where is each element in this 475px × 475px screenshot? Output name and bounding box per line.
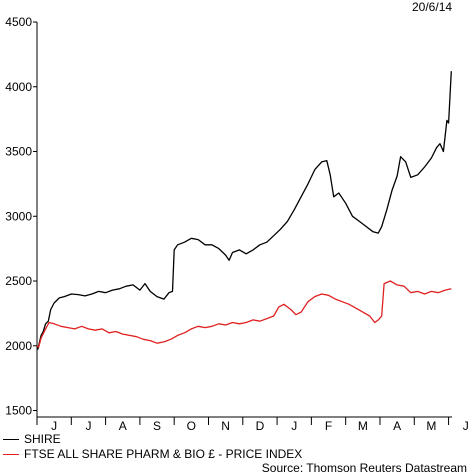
y-tick-label: 1500 [5, 404, 32, 418]
x-tick-label: O [187, 419, 196, 433]
y-tick-label: 3500 [5, 145, 32, 159]
series-line-1 [36, 280, 452, 348]
chart-date-label: 20/6/14 [412, 0, 452, 14]
legend-label-shire: SHIRE [24, 432, 61, 446]
series-lines [36, 71, 452, 350]
x-tick-label: J [463, 419, 469, 433]
y-tick-label: 2500 [5, 274, 32, 288]
x-tick-label: M [426, 419, 436, 433]
source-note: Source: Thomson Reuters Datastream [261, 461, 467, 475]
y-tick-label: 3000 [5, 209, 32, 223]
x-tick-label: N [221, 419, 230, 433]
legend-label-ftse: FTSE ALL SHARE PHARM & BIO £ - PRICE IND… [24, 447, 303, 461]
legend-swatch-shire [3, 439, 19, 440]
x-tick-label: D [256, 419, 265, 433]
x-tick-label: A [393, 419, 401, 433]
x-tick-label: M [358, 419, 368, 433]
x-tick-label: A [119, 419, 127, 433]
y-tick-label: 4000 [5, 80, 32, 94]
x-tick-label: J [85, 419, 91, 433]
y-tick-label: 4500 [5, 15, 32, 29]
y-axis: 1500 2000 2500 3000 3500 4000 4500 [5, 15, 38, 418]
x-tick-label: J [291, 419, 297, 433]
series-line-0 [36, 71, 452, 350]
x-tick-label: J [51, 419, 57, 433]
legend-swatch-ftse [3, 454, 19, 455]
x-tick-label: S [153, 419, 161, 433]
legend-item-shire: SHIRE [0, 432, 475, 446]
y-tick-label: 2000 [5, 339, 32, 353]
legend-item-ftse: FTSE ALL SHARE PHARM & BIO £ - PRICE IND… [0, 447, 475, 461]
x-tick-label: F [325, 419, 332, 433]
